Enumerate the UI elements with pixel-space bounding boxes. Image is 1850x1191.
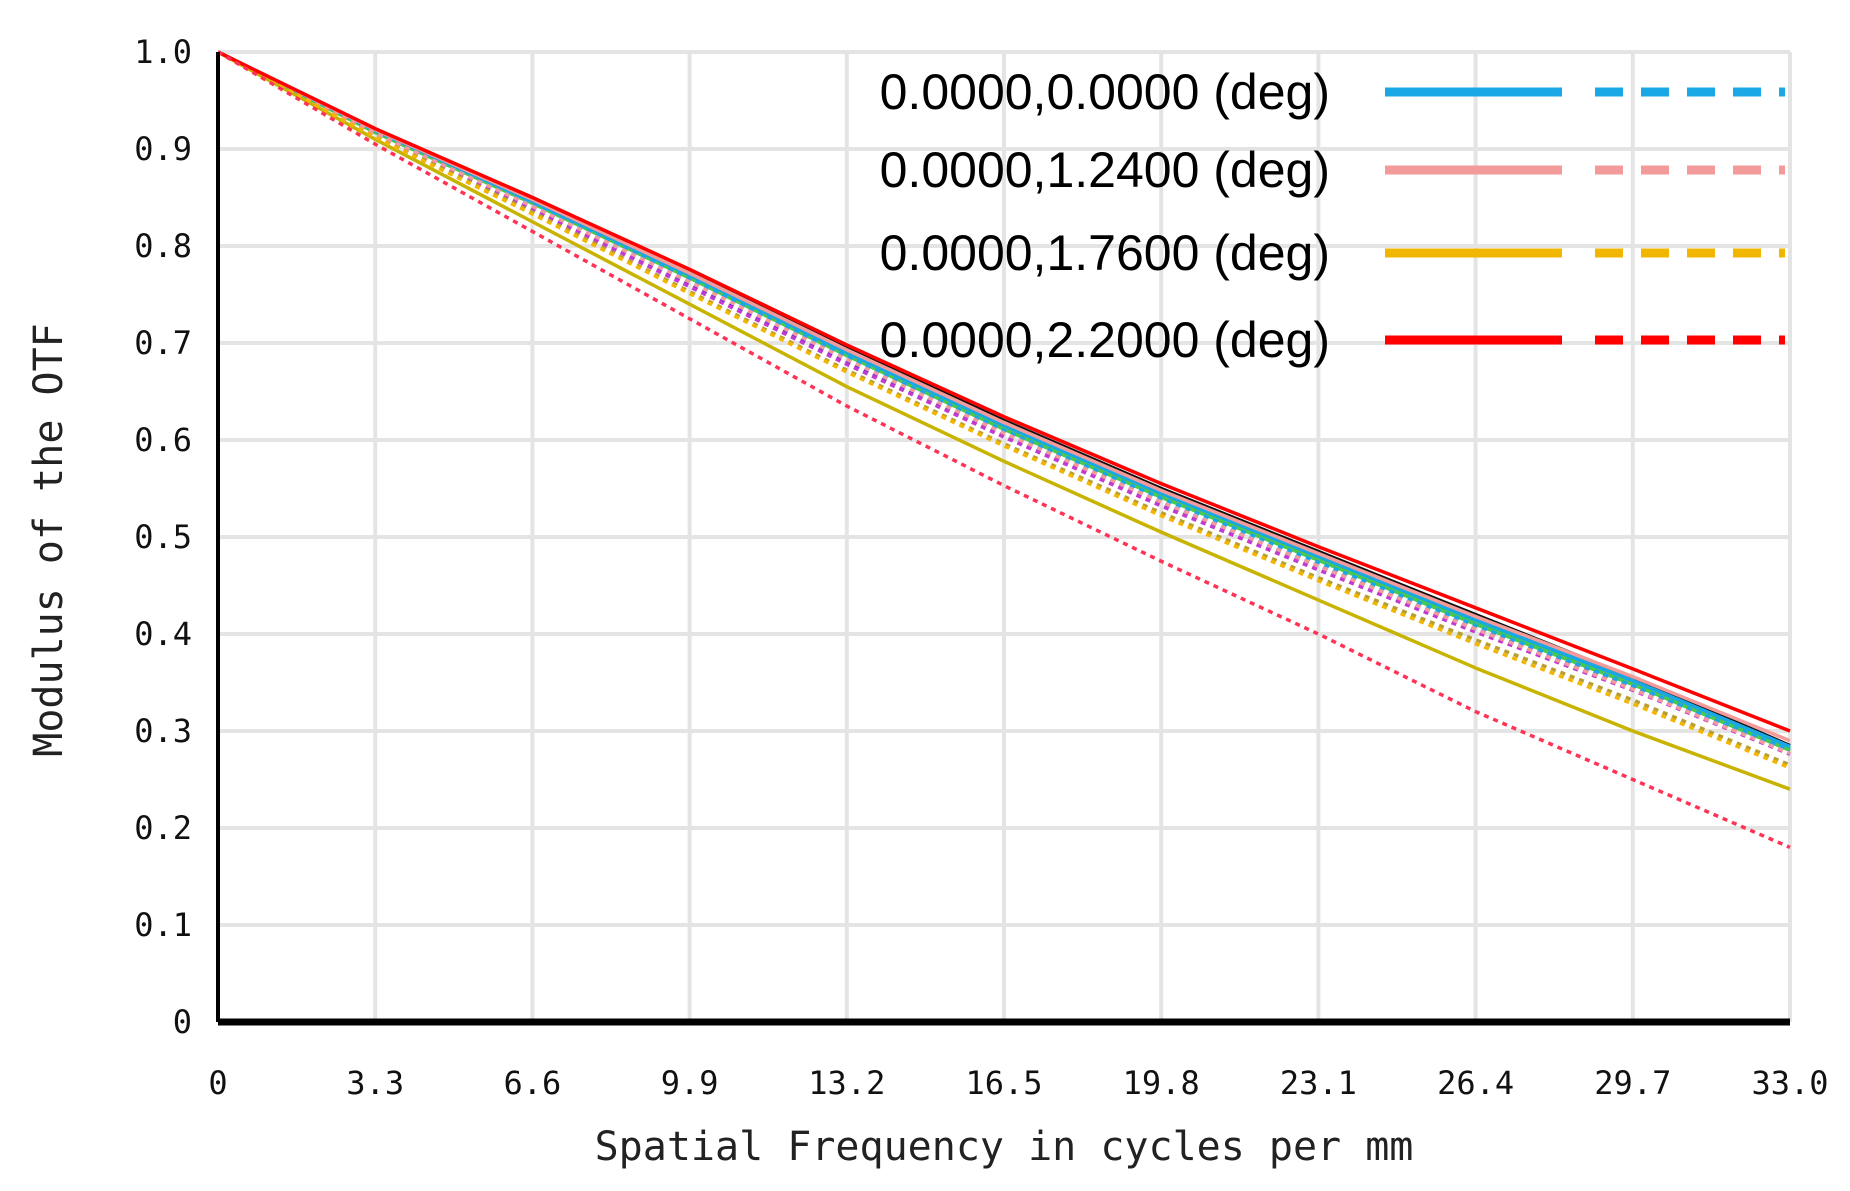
y-tick-label: 0.8 [134,227,192,265]
legend: 0.0000,0.0000 (deg) 0.0000,1.2400 (deg) 0.… [880,64,1785,368]
y-tick-label: 0 [173,1003,192,1041]
axes [216,52,1790,1026]
x-tick-label: 16.5 [965,1064,1042,1102]
tick-labels: 0 3.3 6.6 9.9 13.2 16.5 19.8 23.1 26.4 29.7 33.0 0 0… [134,33,1828,1102]
y-tick-label: 0.3 [134,712,192,750]
x-axis-title: Spatial Frequency in cycles per mm [595,1124,1414,1170]
series-line [217,50,1791,850]
series-line [217,50,1791,755]
legend-label: 0.0000,2.2000 (deg) [880,312,1330,368]
y-tick-label: 0.5 [134,518,192,556]
x-tick-label: 29.7 [1594,1064,1671,1102]
y-tick-label: 0.7 [134,324,192,362]
legend-label: 0.0000,0.0000 (deg) [880,64,1330,120]
y-tick-label: 0.4 [134,615,192,653]
legend-label: 0.0000,1.7600 (deg) [880,225,1330,281]
series-line [217,50,1791,791]
x-tick-label: 3.3 [346,1064,404,1102]
series-line [217,50,1791,733]
x-tick-label: 0 [208,1064,227,1102]
x-tick-label: 19.8 [1123,1064,1200,1102]
x-tick-label: 9.9 [661,1064,719,1102]
x-tick-label: 13.2 [808,1064,885,1102]
x-tick-label: 26.4 [1437,1064,1514,1102]
y-axis-title: Modulus of the OTF [26,323,72,756]
x-tick-label: 23.1 [1280,1064,1357,1102]
series-layer [217,50,1791,850]
y-tick-label: 0.6 [134,421,192,459]
series-line [217,50,1791,756]
x-tick-label: 6.6 [504,1064,562,1102]
y-tick-label: 1.0 [134,33,192,71]
x-tick-label: 33.0 [1751,1064,1828,1102]
y-tick-label: 0.2 [134,809,192,847]
legend-label: 0.0000,1.2400 (deg) [880,142,1330,198]
y-tick-label: 0.9 [134,130,192,168]
grid [218,50,1792,1022]
y-tick-label: 0.1 [134,906,192,944]
